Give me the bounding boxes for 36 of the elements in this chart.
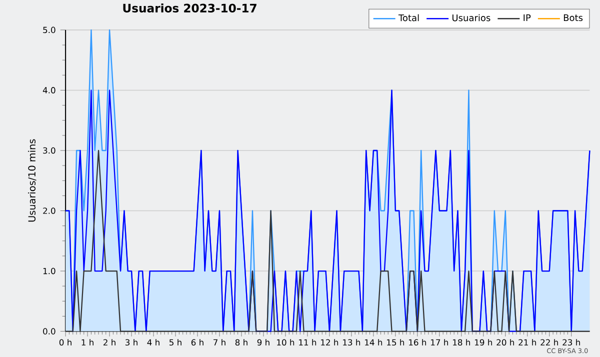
y-tick-label: 4.0: [42, 86, 56, 94]
x-tick-label: 11 h: [299, 338, 316, 346]
x-tick-label: 17 h: [431, 338, 448, 346]
legend-label: Usuarios: [452, 14, 490, 22]
y-tick-label: 0.0: [43, 328, 56, 334]
x-tick-label: 13 h: [343, 338, 360, 346]
x-tick-label: 18 h: [453, 338, 470, 346]
x-tick-label: 1 h: [82, 338, 94, 346]
y-tick-label: 3.0: [43, 147, 56, 154]
x-tick-label: 22 h: [540, 338, 558, 346]
x-tick-label: 6 h: [191, 338, 204, 346]
x-tick-label: 19 h: [475, 338, 492, 346]
x-tick-label: 23 h: [562, 338, 580, 346]
legend-label: Bots: [564, 14, 583, 21]
x-tick-label: 2 h: [103, 338, 116, 346]
x-tick-label: 20 h: [496, 338, 514, 346]
y-tick-label: 1.0: [43, 268, 56, 274]
x-tick-label: 8 h: [235, 338, 248, 346]
x-tick-label: 12 h: [321, 338, 338, 346]
y-tick-label: 2.0: [43, 207, 56, 214]
x-tick-label: 9 h: [257, 338, 270, 346]
x-tick-label: 5 h: [170, 338, 182, 346]
x-tick-label: 4 h: [147, 338, 160, 346]
x-tick-label: 10 h: [277, 338, 294, 346]
chart-title: Usuarios 2023-10-17: [123, 3, 256, 12]
x-tick-label: 14 h: [365, 338, 382, 346]
x-tick-label: 0 h: [59, 338, 72, 346]
y-tick-label: 5.0: [43, 26, 56, 33]
x-tick-label: 21 h: [518, 338, 536, 346]
x-tick-label: 3 h: [126, 338, 138, 346]
x-tick-label: 16 h: [409, 338, 426, 346]
legend-label: Total: [398, 14, 419, 22]
x-tick-label: 15 h: [387, 338, 404, 346]
x-tick-label: 7 h: [214, 338, 226, 346]
legend-label: IP: [524, 14, 531, 21]
y-axis-title: Usuarios/10 mins: [28, 139, 36, 222]
